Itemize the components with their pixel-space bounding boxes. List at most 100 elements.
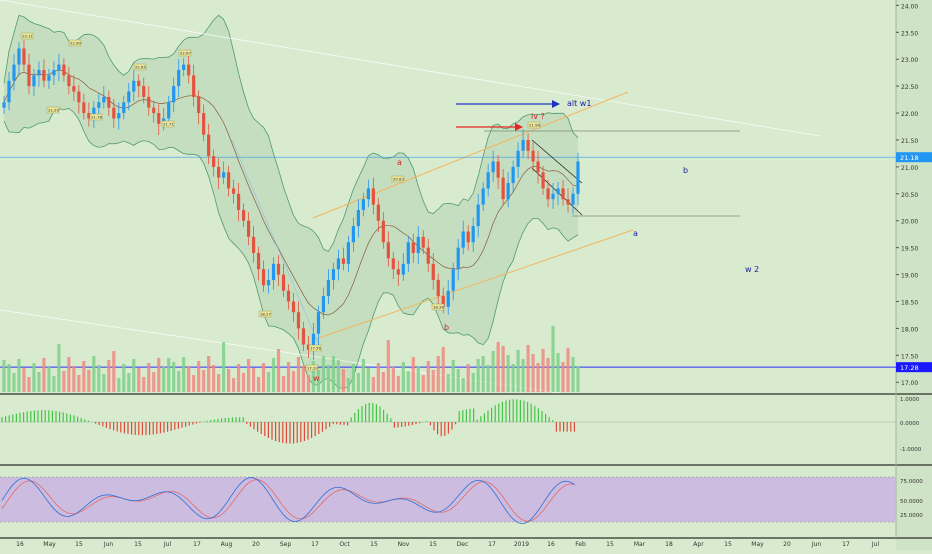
volume-bar [7,364,11,392]
volume-bar [227,369,231,392]
candle-body [446,290,450,307]
time-tick-label: 15 [429,541,437,548]
pivot-label-box [258,310,272,318]
candle-body [486,172,490,189]
candle-body [371,188,375,205]
time-tick-label: Jun [103,541,114,548]
time-tick-label: Jul [871,541,880,548]
candle-body [271,263,276,280]
stoch-tick-label: 75.0000 [900,479,923,485]
pivot-label: 21.71 [163,122,174,127]
time-tick-label: 15 [75,541,83,548]
volume-bar [12,373,16,392]
candle-body [62,64,66,76]
volume-bar [241,373,246,392]
volume-bar [266,372,271,392]
candle-body [301,328,306,345]
candle-body [326,279,331,297]
time-tick-label: 16 [547,541,555,548]
candle-body [7,80,11,103]
time-tick-label: May [43,541,56,548]
volume-bar [311,361,316,392]
volume-bar [202,370,206,392]
channel-lower [312,229,634,341]
candle-body [227,172,231,189]
candle-body [12,64,16,81]
osc-tick-label: -1.0000 [900,447,922,453]
wedge-upper [531,139,583,184]
time-tick-label: May [751,541,764,548]
time-tick-label: Feb [575,541,586,548]
candle-body [576,161,580,194]
candle-body [286,290,291,302]
wave-annotation: b [683,166,688,175]
pivot-label-box [133,63,147,71]
volume-bar [446,374,450,392]
volume-bar [127,373,131,392]
volume-bar [351,364,355,392]
osc-tick-label: 0.0000 [900,421,920,427]
price-marker-box-1 [896,362,932,373]
volume-bar [406,371,410,392]
time-tick-label: Aug [221,541,233,548]
time-tick-label: 15 [370,541,378,548]
price-tick-label: 21.00 [901,165,918,172]
volume-bar [451,360,455,392]
candle-body [27,64,31,87]
candle-body [441,296,445,307]
volume-bar [142,377,146,392]
volume-bar [456,369,460,392]
volume-bar [541,349,545,392]
volume-bar [521,359,525,392]
candle-body [411,242,415,254]
candle-body [207,134,211,157]
volume-bar [236,364,241,392]
volume-bar [232,378,236,392]
volume-bar [87,370,91,392]
candle-body [571,193,575,205]
candle-body [291,301,296,313]
candle-body [22,48,26,65]
volume-bar [112,351,116,392]
pivot-label: 23.11 [22,34,33,39]
volume-bar [251,368,256,392]
volume-bar [182,357,186,392]
bollinger-lower [3,108,579,389]
volume-bar [157,358,161,392]
candle-body [401,263,405,275]
volume-bar [396,376,400,392]
candle-body [391,258,395,270]
candle-body [92,107,96,119]
bollinger-band-fill [4,15,578,389]
time-tick-label: Dec [457,541,469,548]
candle-body [152,107,156,114]
candle-body [2,102,6,108]
candle-body [167,102,171,119]
volume-bar [546,358,550,392]
time-tick-label: Apr [693,541,704,548]
candle-body [102,96,106,103]
price-tick-label: 23.00 [901,57,918,64]
candle-body [306,344,311,350]
pivot-label: 17.20 [307,366,318,371]
candle-body [276,263,281,275]
candle-body [506,183,510,200]
volume-bar [62,371,66,392]
candle-body [251,236,256,254]
time-tick-label: 20 [252,541,260,548]
price-tick-label: 19.00 [901,273,918,280]
candle-body [311,333,316,350]
candle-body [222,172,226,178]
candle-body [212,156,216,167]
time-tick-label: 15 [134,541,142,548]
candle-body [481,188,485,205]
volume-bar [137,368,141,392]
pivot-label-box [161,120,175,128]
price-tick-label: 18.50 [901,299,918,306]
osc-tick-label: 1.0000 [900,397,920,403]
candle-body [52,69,56,76]
volume-bar [431,370,435,392]
volume-bar [162,367,166,392]
